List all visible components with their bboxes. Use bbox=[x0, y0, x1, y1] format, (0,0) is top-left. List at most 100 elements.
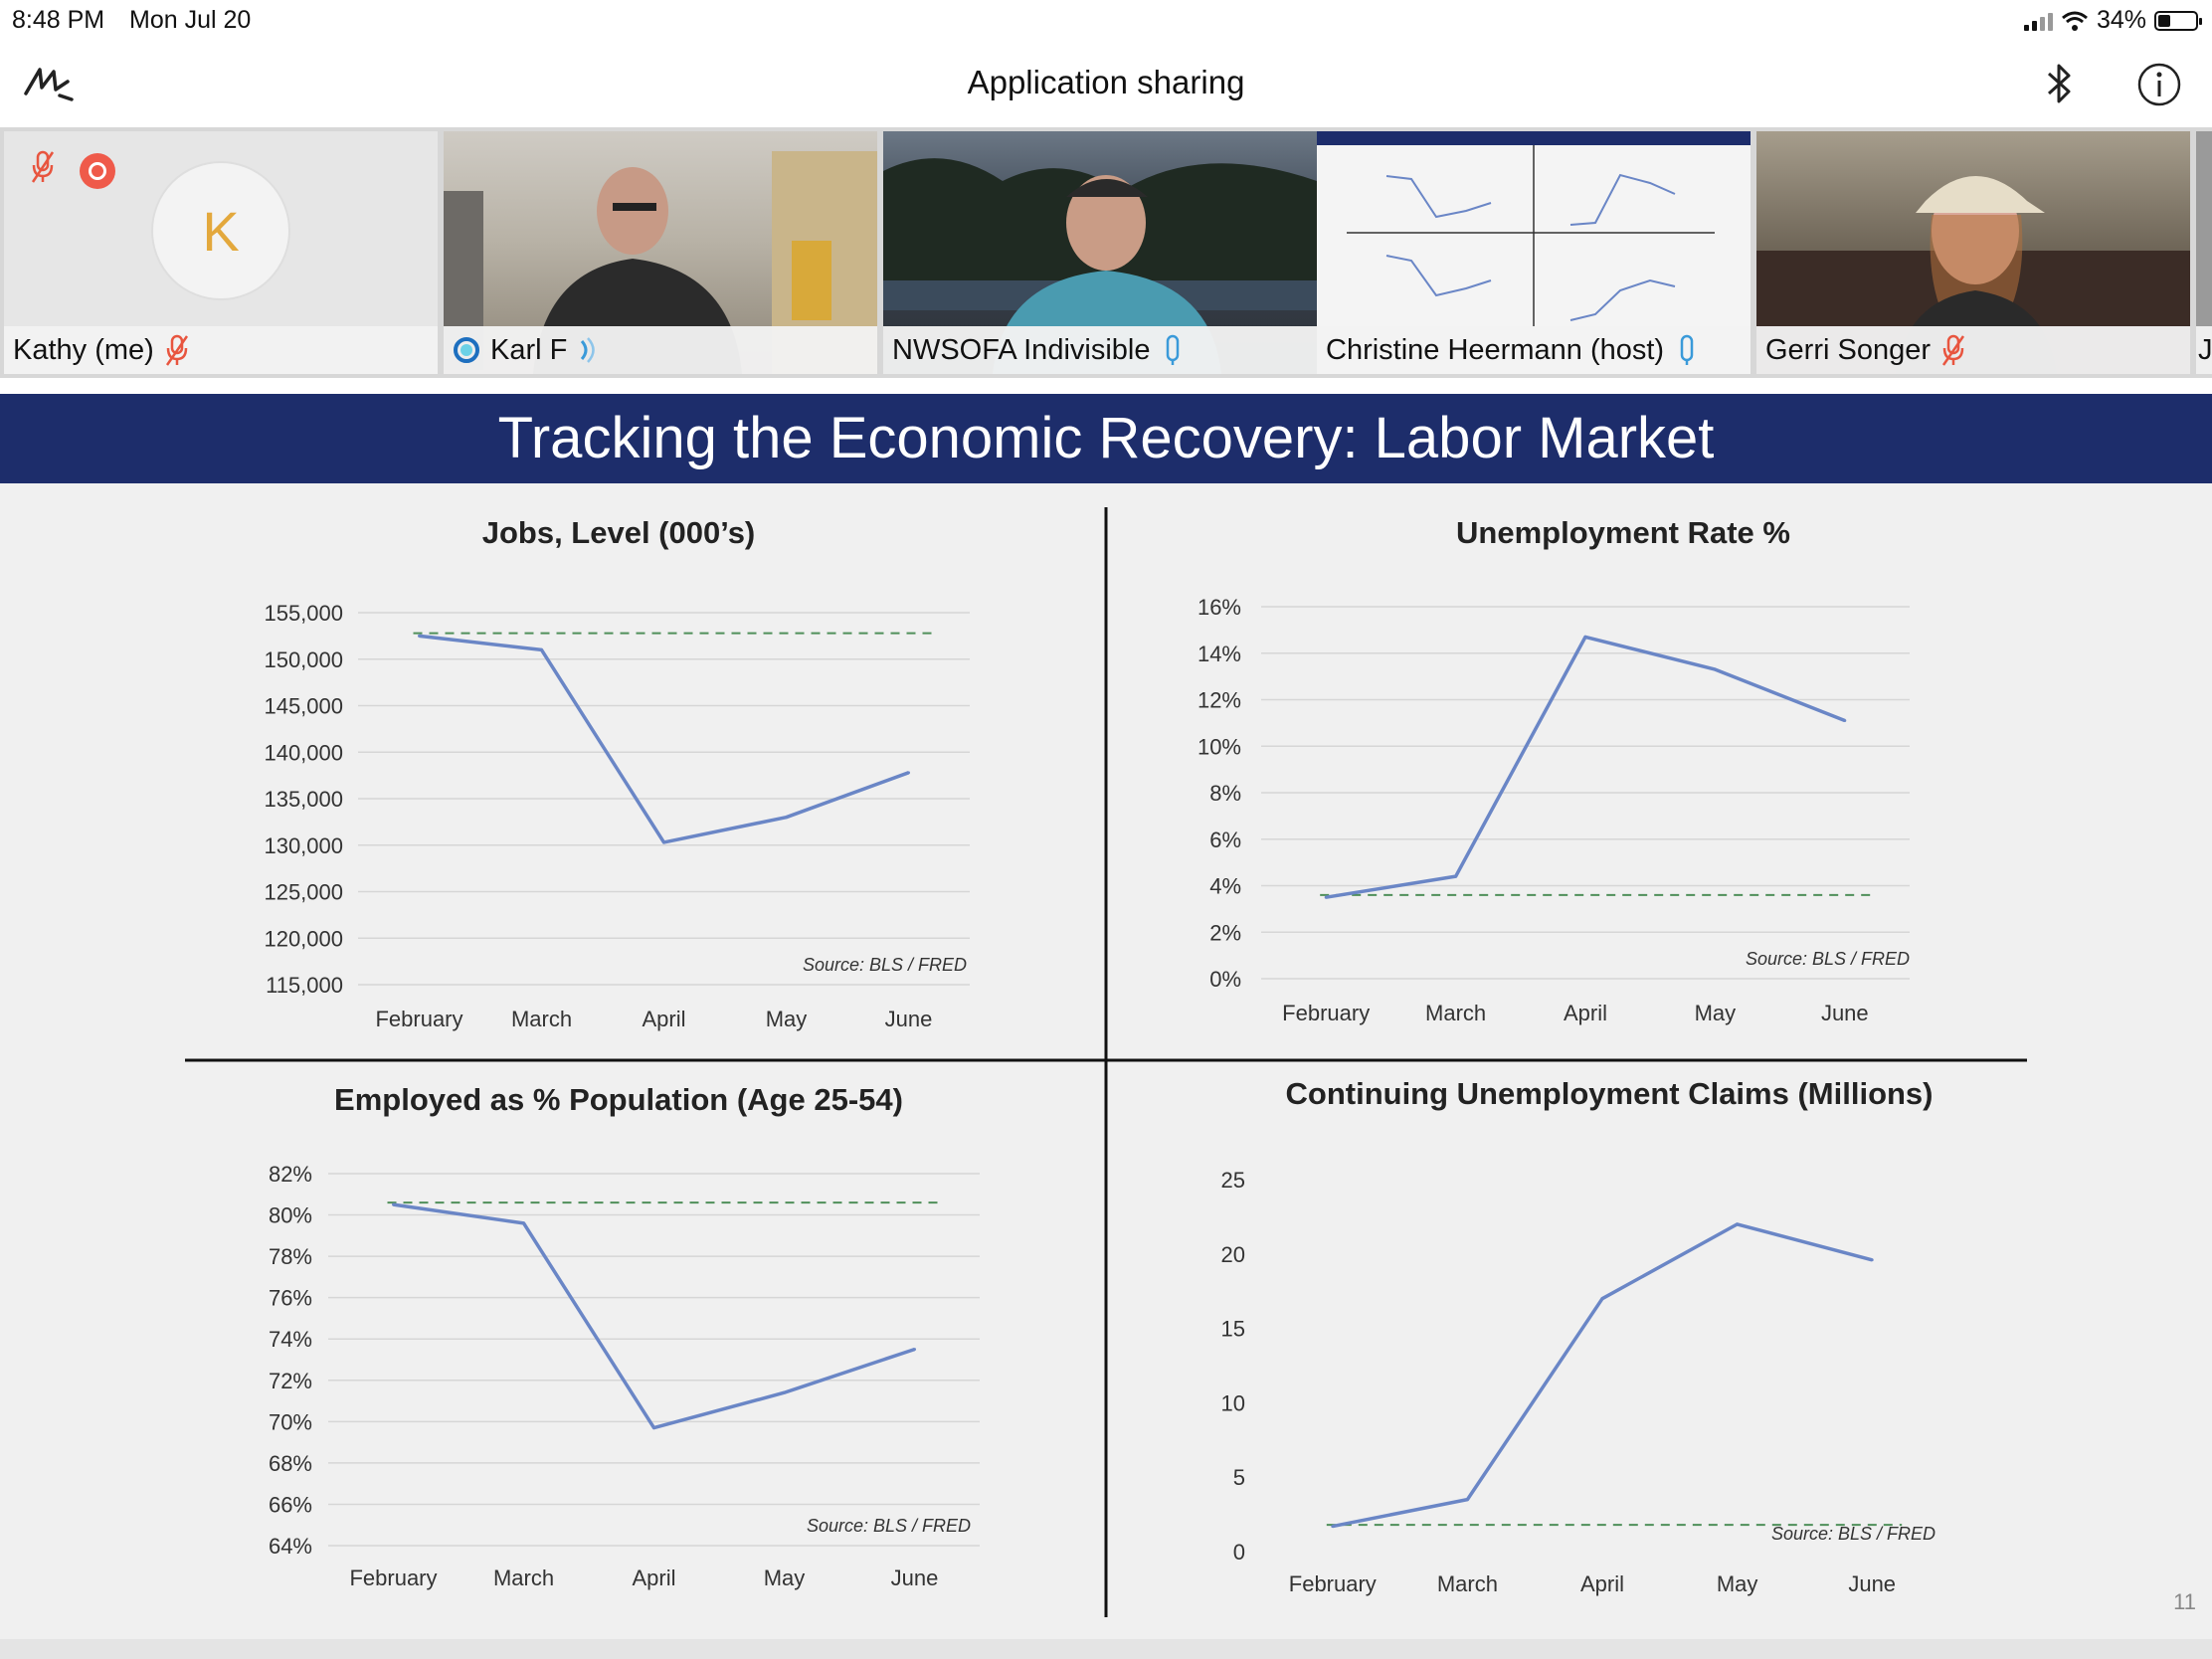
muted-mic-icon bbox=[1941, 334, 1965, 366]
source-note: Source: BLS / FRED bbox=[1771, 1524, 1936, 1544]
data-point bbox=[418, 634, 421, 638]
title-bar: Application sharing bbox=[0, 40, 2212, 127]
y-tick-label: 115,000 bbox=[266, 973, 343, 998]
participant-name-bar: Kathy (me) bbox=[4, 326, 438, 374]
mic-icon bbox=[1167, 334, 1180, 365]
y-tick-label: 14% bbox=[1198, 642, 1241, 666]
data-point bbox=[1583, 635, 1587, 639]
participant-name: Kathy (me) bbox=[13, 333, 154, 366]
y-tick-label: 2% bbox=[1209, 920, 1241, 945]
x-tick-label: May bbox=[1717, 1571, 1758, 1596]
participant-tile-nwsofa[interactable]: NWSOFA Indivisible bbox=[883, 131, 1317, 374]
x-tick-label: May bbox=[766, 1007, 808, 1031]
data-point bbox=[913, 1348, 916, 1352]
participant-name: NWSOFA Indivisible bbox=[892, 333, 1151, 366]
muted-mic-icon bbox=[165, 334, 188, 366]
x-tick-label: March bbox=[493, 1566, 554, 1590]
x-tick-label: June bbox=[891, 1566, 939, 1590]
data-point bbox=[1324, 895, 1328, 899]
data-point bbox=[1736, 1222, 1740, 1226]
x-tick-label: May bbox=[764, 1566, 806, 1590]
participant-name: Gerri Songer bbox=[1765, 333, 1932, 366]
info-icon[interactable] bbox=[2136, 62, 2182, 107]
x-tick-label: April bbox=[1580, 1571, 1624, 1596]
source-note: Source: BLS / FRED bbox=[807, 1516, 971, 1536]
y-tick-label: 155,000 bbox=[264, 601, 343, 626]
data-point bbox=[1600, 1297, 1604, 1301]
participant-tile-kathy[interactable]: K Kathy (me) bbox=[4, 131, 438, 374]
x-tick-label: June bbox=[885, 1007, 933, 1031]
bluetooth-icon[interactable] bbox=[2039, 60, 2079, 107]
y-tick-label: 145,000 bbox=[264, 694, 343, 719]
wifi-icon bbox=[2061, 11, 2088, 31]
y-tick-label: 20 bbox=[1221, 1242, 1245, 1267]
muted-mic-icon[interactable] bbox=[30, 149, 56, 185]
x-tick-label: May bbox=[1695, 1001, 1737, 1025]
chart-1: Jobs, Level (000’s) 155,000 150,000 145,000… bbox=[264, 515, 970, 1031]
chart-4: Continuing Unemployment Claims (Millions… bbox=[1221, 1076, 1936, 1596]
y-tick-label: 66% bbox=[269, 1492, 312, 1517]
participant-strip[interactable]: K Kathy (me) Karl F bbox=[0, 127, 2212, 378]
x-tick-label: February bbox=[1282, 1001, 1370, 1025]
data-point bbox=[1713, 667, 1717, 671]
x-tick-label: February bbox=[1289, 1571, 1377, 1596]
x-tick-label: June bbox=[1821, 1001, 1869, 1025]
data-point bbox=[1331, 1525, 1335, 1529]
battery-percent: 34% bbox=[2096, 6, 2146, 34]
y-tick-label: 10% bbox=[1198, 734, 1241, 759]
battery-fill bbox=[2158, 14, 2171, 27]
data-point bbox=[522, 1221, 525, 1225]
slide-charts: Jobs, Level (000’s) 155,000 150,000 145,000… bbox=[185, 507, 2196, 1617]
y-tick-label: 15 bbox=[1221, 1317, 1245, 1342]
y-tick-label: 8% bbox=[1209, 781, 1241, 806]
participant-name-bar: Gerri Songer bbox=[1756, 326, 2190, 374]
participant-name-bar: NWSOFA Indivisible bbox=[883, 326, 1317, 374]
source-note: Source: BLS / FRED bbox=[1746, 949, 1910, 969]
y-tick-label: 140,000 bbox=[264, 740, 343, 765]
series-line bbox=[419, 634, 910, 844]
series-line bbox=[393, 1202, 916, 1430]
annotate-icon[interactable] bbox=[22, 60, 76, 107]
participant-tile-karl[interactable]: Karl F bbox=[444, 131, 877, 374]
status-date: Mon Jul 20 bbox=[129, 6, 252, 34]
participant-tile-christine[interactable]: Christine Heermann (host) bbox=[1317, 131, 1751, 374]
data-point bbox=[392, 1202, 395, 1206]
data-point bbox=[652, 1426, 655, 1430]
cellular-signal-icon bbox=[2023, 11, 2053, 31]
series-line bbox=[1325, 635, 1846, 899]
y-tick-label: 68% bbox=[269, 1451, 312, 1476]
y-tick-label: 82% bbox=[269, 1162, 312, 1187]
y-tick-label: 64% bbox=[269, 1534, 312, 1559]
y-tick-label: 4% bbox=[1209, 874, 1241, 899]
data-point bbox=[1870, 1258, 1874, 1262]
data-point bbox=[540, 647, 543, 651]
y-tick-label: 72% bbox=[269, 1369, 312, 1393]
speaking-icon bbox=[581, 337, 596, 363]
x-tick-label: February bbox=[349, 1566, 437, 1590]
y-tick-label: 78% bbox=[269, 1244, 312, 1269]
y-tick-label: 80% bbox=[269, 1203, 312, 1228]
source-note: Source: BLS / FRED bbox=[803, 955, 967, 975]
avatar: K bbox=[151, 161, 290, 300]
x-tick-label: March bbox=[1437, 1571, 1498, 1596]
status-indicators: 34% bbox=[2023, 6, 2202, 35]
data-point bbox=[1465, 1498, 1469, 1502]
x-tick-label: March bbox=[1425, 1001, 1486, 1025]
charts-layer: Jobs, Level (000’s) 155,000 150,000 145,000… bbox=[264, 515, 1936, 1596]
chart-2: Unemployment Rate % 16% 14% 12% 10% 8% 6% 4% 2% 0… bbox=[1198, 515, 1910, 1025]
connection-icon bbox=[454, 337, 479, 363]
y-tick-label: 16% bbox=[1198, 595, 1241, 620]
data-point bbox=[783, 1390, 786, 1394]
status-bar: 8:48 PM Mon Jul 20 34% bbox=[0, 0, 2212, 40]
y-tick-label: 120,000 bbox=[264, 926, 343, 951]
y-tick-label: 10 bbox=[1221, 1390, 1245, 1415]
y-tick-label: 70% bbox=[269, 1409, 312, 1434]
footer-strip bbox=[0, 1639, 2212, 1659]
data-point bbox=[1843, 719, 1847, 723]
x-tick-label: April bbox=[642, 1007, 685, 1031]
x-tick-label: March bbox=[511, 1007, 572, 1031]
participant-tile-partial[interactable]: J bbox=[2196, 131, 2212, 374]
shared-slide-thumbnail bbox=[1317, 131, 1751, 326]
participant-name: Karl F bbox=[490, 333, 568, 366]
participant-tile-gerri[interactable]: Gerri Songer bbox=[1756, 131, 2190, 374]
